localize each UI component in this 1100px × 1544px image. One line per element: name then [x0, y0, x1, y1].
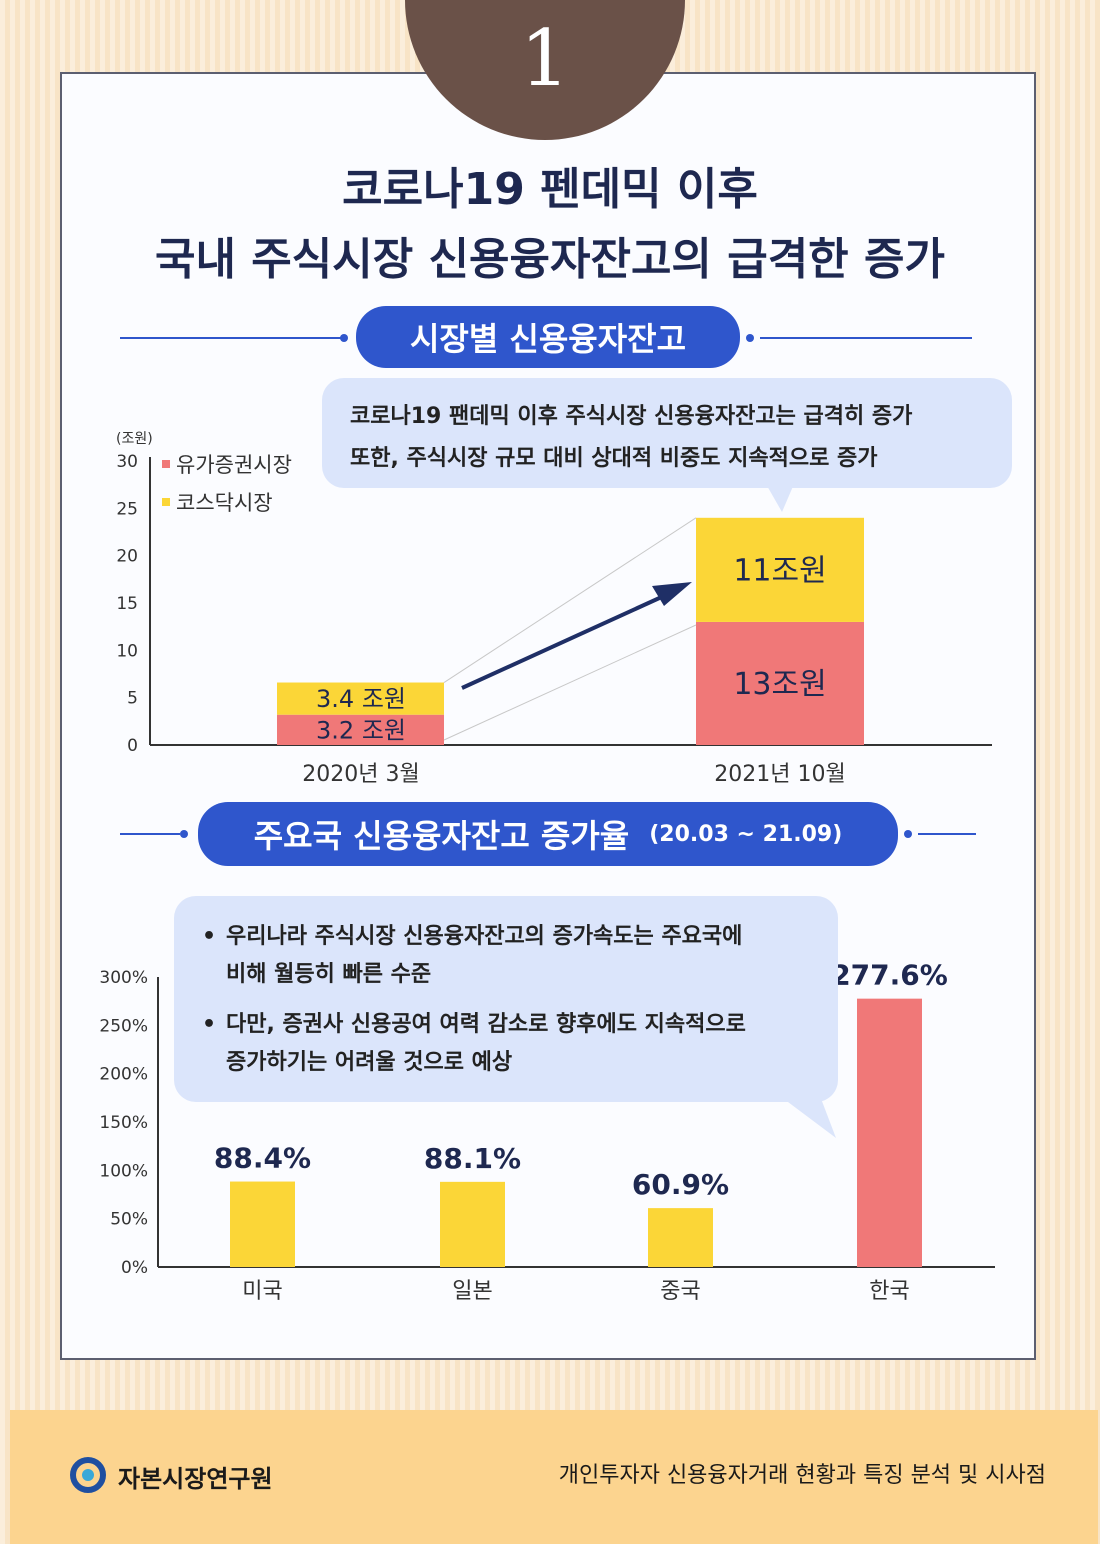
legend-swatch — [162, 498, 170, 506]
bar-value-label: 88.4% — [214, 1142, 311, 1175]
section1-right-dot — [746, 334, 754, 342]
y-tick-label: 300% — [99, 968, 148, 988]
y-tick-label: 100% — [99, 1161, 148, 1181]
bar-value-label: 88.1% — [424, 1142, 521, 1175]
y-tick-label: 15 — [116, 594, 138, 614]
guide-line-bottom — [443, 624, 697, 741]
growth-arrow-line — [461, 593, 667, 690]
bar-kospi — [696, 621, 864, 745]
section2-bullet2-line2: 증가하기는 어려울 것으로 예상 — [226, 1050, 513, 1075]
section2-left-line — [120, 833, 180, 835]
y-tick-label: 5 — [127, 689, 138, 709]
bar-kosdaq — [277, 682, 444, 715]
bar-label-kosdaq: 11조원 — [733, 553, 826, 588]
section2-heading-text: 주요국 신용융자잔고 증가율 — [253, 817, 630, 855]
section2-heading-period: (20.03 ~ 21.09) — [649, 821, 843, 847]
y-axis-unit: (조원) — [116, 431, 153, 447]
bar-country — [440, 1181, 505, 1267]
report-title: 개인투자자 신용융자거래 현황과 특징 분석 및 시사점 — [558, 1463, 1046, 1488]
x-tick-label: 미국 — [242, 1279, 282, 1304]
page-title-line1: 코로나19 펜데믹 이후 — [342, 164, 758, 215]
institute-name: 자본시장연구원 — [118, 1465, 273, 1493]
section2-bullet1: 우리나라 주식시장 신용융자잔고의 증가속도는 주요국에 비해 월등히 빠른 수… — [202, 918, 818, 994]
bar-highlight — [857, 998, 922, 1267]
y-tick-label: 250% — [99, 1016, 148, 1036]
institute-logo-icon — [70, 1457, 106, 1493]
section2-left-dot — [180, 830, 188, 838]
section1-callout: 코로나19 팬데믹 이후 주식시장 신용융자잔고는 급격히 증가 또한, 주식시… — [322, 378, 1012, 488]
y-tick-label: 50% — [110, 1210, 148, 1230]
bar-kospi — [277, 714, 444, 745]
bar-value-label: 277.6% — [831, 959, 948, 992]
y-tick-label: 25 — [116, 499, 138, 519]
legend-swatch — [162, 460, 170, 468]
section1-callout-line2: 또한, 주식시장 규모 대비 상대적 비중도 지속적으로 증가 — [350, 446, 878, 471]
bar-country — [230, 1181, 295, 1267]
y-tick-label: 20 — [116, 547, 138, 567]
section1-left-line — [120, 337, 342, 339]
section2-bullet1-line1: 우리나라 주식시장 신용융자잔고의 증가속도는 주요국에 — [226, 924, 743, 949]
x-tick-label: 일본 — [452, 1279, 492, 1304]
guide-line-top — [443, 517, 697, 683]
bar-country — [648, 1208, 713, 1267]
section2-bullet2: 다만, 증권사 신용공여 여력 감소로 향후에도 지속적으로 증가하기는 어려울… — [202, 1006, 818, 1082]
x-tick-label: 2020년 3월 — [302, 762, 419, 787]
section2-callout: 우리나라 주식시장 신용융자잔고의 증가속도는 주요국에 비해 월등히 빠른 수… — [174, 896, 838, 1102]
section2-bullet2-line1: 다만, 증권사 신용공여 여력 감소로 향후에도 지속적으로 — [226, 1012, 746, 1037]
section2-heading: 주요국 신용융자잔고 증가율 (20.03 ~ 21.09) — [198, 802, 898, 866]
x-tick-label: 2021년 10월 — [714, 762, 845, 787]
page-title-line2: 국내 주식시장 신용융자잔고의 급격한 증가 — [155, 234, 945, 285]
y-tick-label: 0% — [121, 1258, 148, 1278]
x-tick-label: 중국 — [660, 1279, 700, 1304]
section1-callout-line1: 코로나19 팬데믹 이후 주식시장 신용융자잔고는 급격히 증가 — [350, 404, 913, 429]
y-tick-label: 30 — [116, 452, 138, 472]
bar-label-kospi: 3.2 조원 — [316, 716, 406, 744]
bar-label-kosdaq: 3.4 조원 — [316, 685, 406, 713]
y-tick-label: 0 — [127, 736, 138, 756]
bar-label-kospi: 13조원 — [733, 667, 826, 702]
x-tick-label: 한국 — [869, 1279, 909, 1304]
section1-left-dot — [340, 334, 348, 342]
footer — [10, 1410, 1098, 1544]
section2-bullet1-line2: 비해 월등히 빠른 수준 — [226, 962, 432, 987]
bar-value-label: 60.9% — [632, 1168, 729, 1201]
growth-rate-chart: 0% 50% 100% 150% 200% 250% 300% 88.4% 미국 88.1% 일본 6… — [99, 959, 995, 1304]
section2-callout-tail — [780, 1096, 836, 1138]
y-tick-label: 200% — [99, 1065, 148, 1085]
growth-arrow-head — [652, 582, 692, 606]
section1-right-line — [760, 337, 972, 339]
section1-heading: 시장별 신용융자잔고 — [356, 306, 740, 368]
legend-label: 유가증권시장 — [176, 453, 292, 477]
section1-heading-text: 시장별 신용융자잔고 — [409, 320, 687, 358]
legend-label: 코스닥시장 — [176, 491, 273, 515]
y-tick-label: 10 — [116, 641, 138, 661]
bar-kosdaq — [696, 517, 864, 622]
y-tick-label: 150% — [99, 1113, 148, 1133]
section2-right-line — [918, 833, 976, 835]
number-badge-text: 1 — [520, 14, 570, 104]
section1-callout-tail — [766, 484, 794, 512]
section2-right-dot — [904, 830, 912, 838]
